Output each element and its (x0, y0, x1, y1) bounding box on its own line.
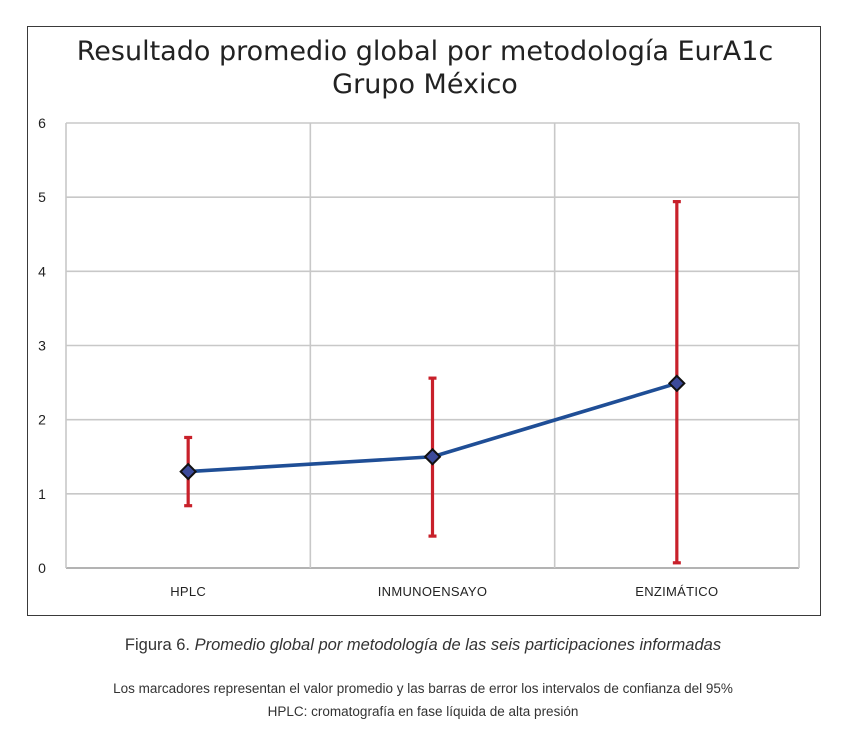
data-point-marker (423, 447, 442, 466)
caption-label: Figura 6. (124, 636, 191, 654)
y-tick-label: 5 (38, 189, 46, 205)
figure-note-1: Los marcadores representan el valor prom… (113, 681, 733, 696)
caption-text: Promedio global por metodología de las s… (194, 636, 722, 654)
y-tick-label: 4 (38, 263, 46, 279)
y-tick-label: 2 (38, 412, 46, 428)
y-tick-label: 3 (38, 338, 46, 354)
chart-title-line-1: Resultado promedio global por metodologí… (77, 36, 774, 67)
chart-title: Resultado promedio global por metodologí… (77, 36, 774, 100)
data-point-marker (667, 374, 686, 393)
data-series (179, 374, 686, 481)
chart: Resultado promedio global por metodologí… (38, 36, 800, 599)
data-point-marker (179, 462, 198, 481)
x-tick-label: INMUNOENSAYO (378, 584, 488, 599)
chart-frame: Resultado promedio global por metodologí… (27, 26, 821, 616)
y-tick-label: 0 (38, 560, 46, 576)
y-tick-label: 1 (38, 486, 46, 502)
figure-caption: Figura 6. Promedio global por metodologí… (0, 636, 846, 655)
error-bars (184, 200, 681, 565)
x-tick-label: ENZIMÁTICO (635, 584, 718, 599)
y-axis-ticks: 0 1 2 3 4 5 6 (38, 115, 46, 576)
figure-note-2: HPLC: cromatografía en fase líquida de a… (267, 704, 579, 719)
x-axis-ticks: HPLC INMUNOENSAYO ENZIMÁTICO (170, 584, 718, 599)
x-tick-label: HPLC (170, 584, 206, 599)
chart-title-line-2: Grupo México (332, 69, 518, 100)
y-tick-label: 6 (38, 115, 46, 131)
